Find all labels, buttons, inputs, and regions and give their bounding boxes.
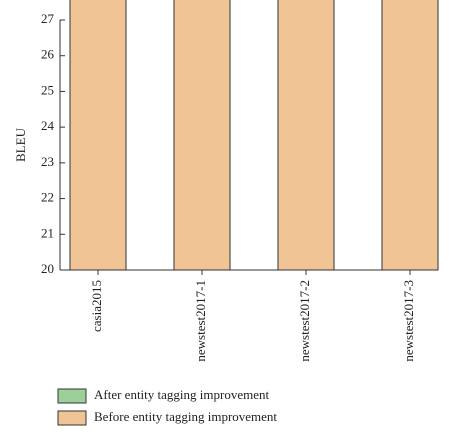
legend-label: Before entity tagging improvement [94, 409, 277, 424]
y-tick-label: 20 [41, 261, 54, 276]
y-tick-label: 25 [41, 82, 54, 97]
bar-segment [381, 0, 439, 271]
legend-swatch [57, 410, 87, 426]
y-tick-label: 24 [41, 118, 55, 133]
y-tick-label: 21 [41, 225, 54, 240]
x-tick-label: newstest2017-3 [401, 280, 416, 362]
legend-label: After entity tagging improvement [94, 387, 269, 402]
bar-segment [69, 0, 127, 271]
x-tick-label: newstest2017-2 [297, 280, 312, 362]
bar-segment [173, 0, 231, 271]
y-tick-label: 27 [41, 11, 55, 26]
bar-segment [277, 0, 335, 271]
y-tick-label: 23 [41, 154, 54, 169]
y-axis-label: BLEU [13, 127, 28, 162]
y-tick-label: 22 [41, 190, 54, 205]
y-tick-label: 26 [41, 47, 55, 62]
x-tick-label: casia2015 [89, 280, 104, 332]
legend-swatch [57, 388, 87, 404]
x-tick-label: newstest2017-1 [193, 280, 208, 362]
